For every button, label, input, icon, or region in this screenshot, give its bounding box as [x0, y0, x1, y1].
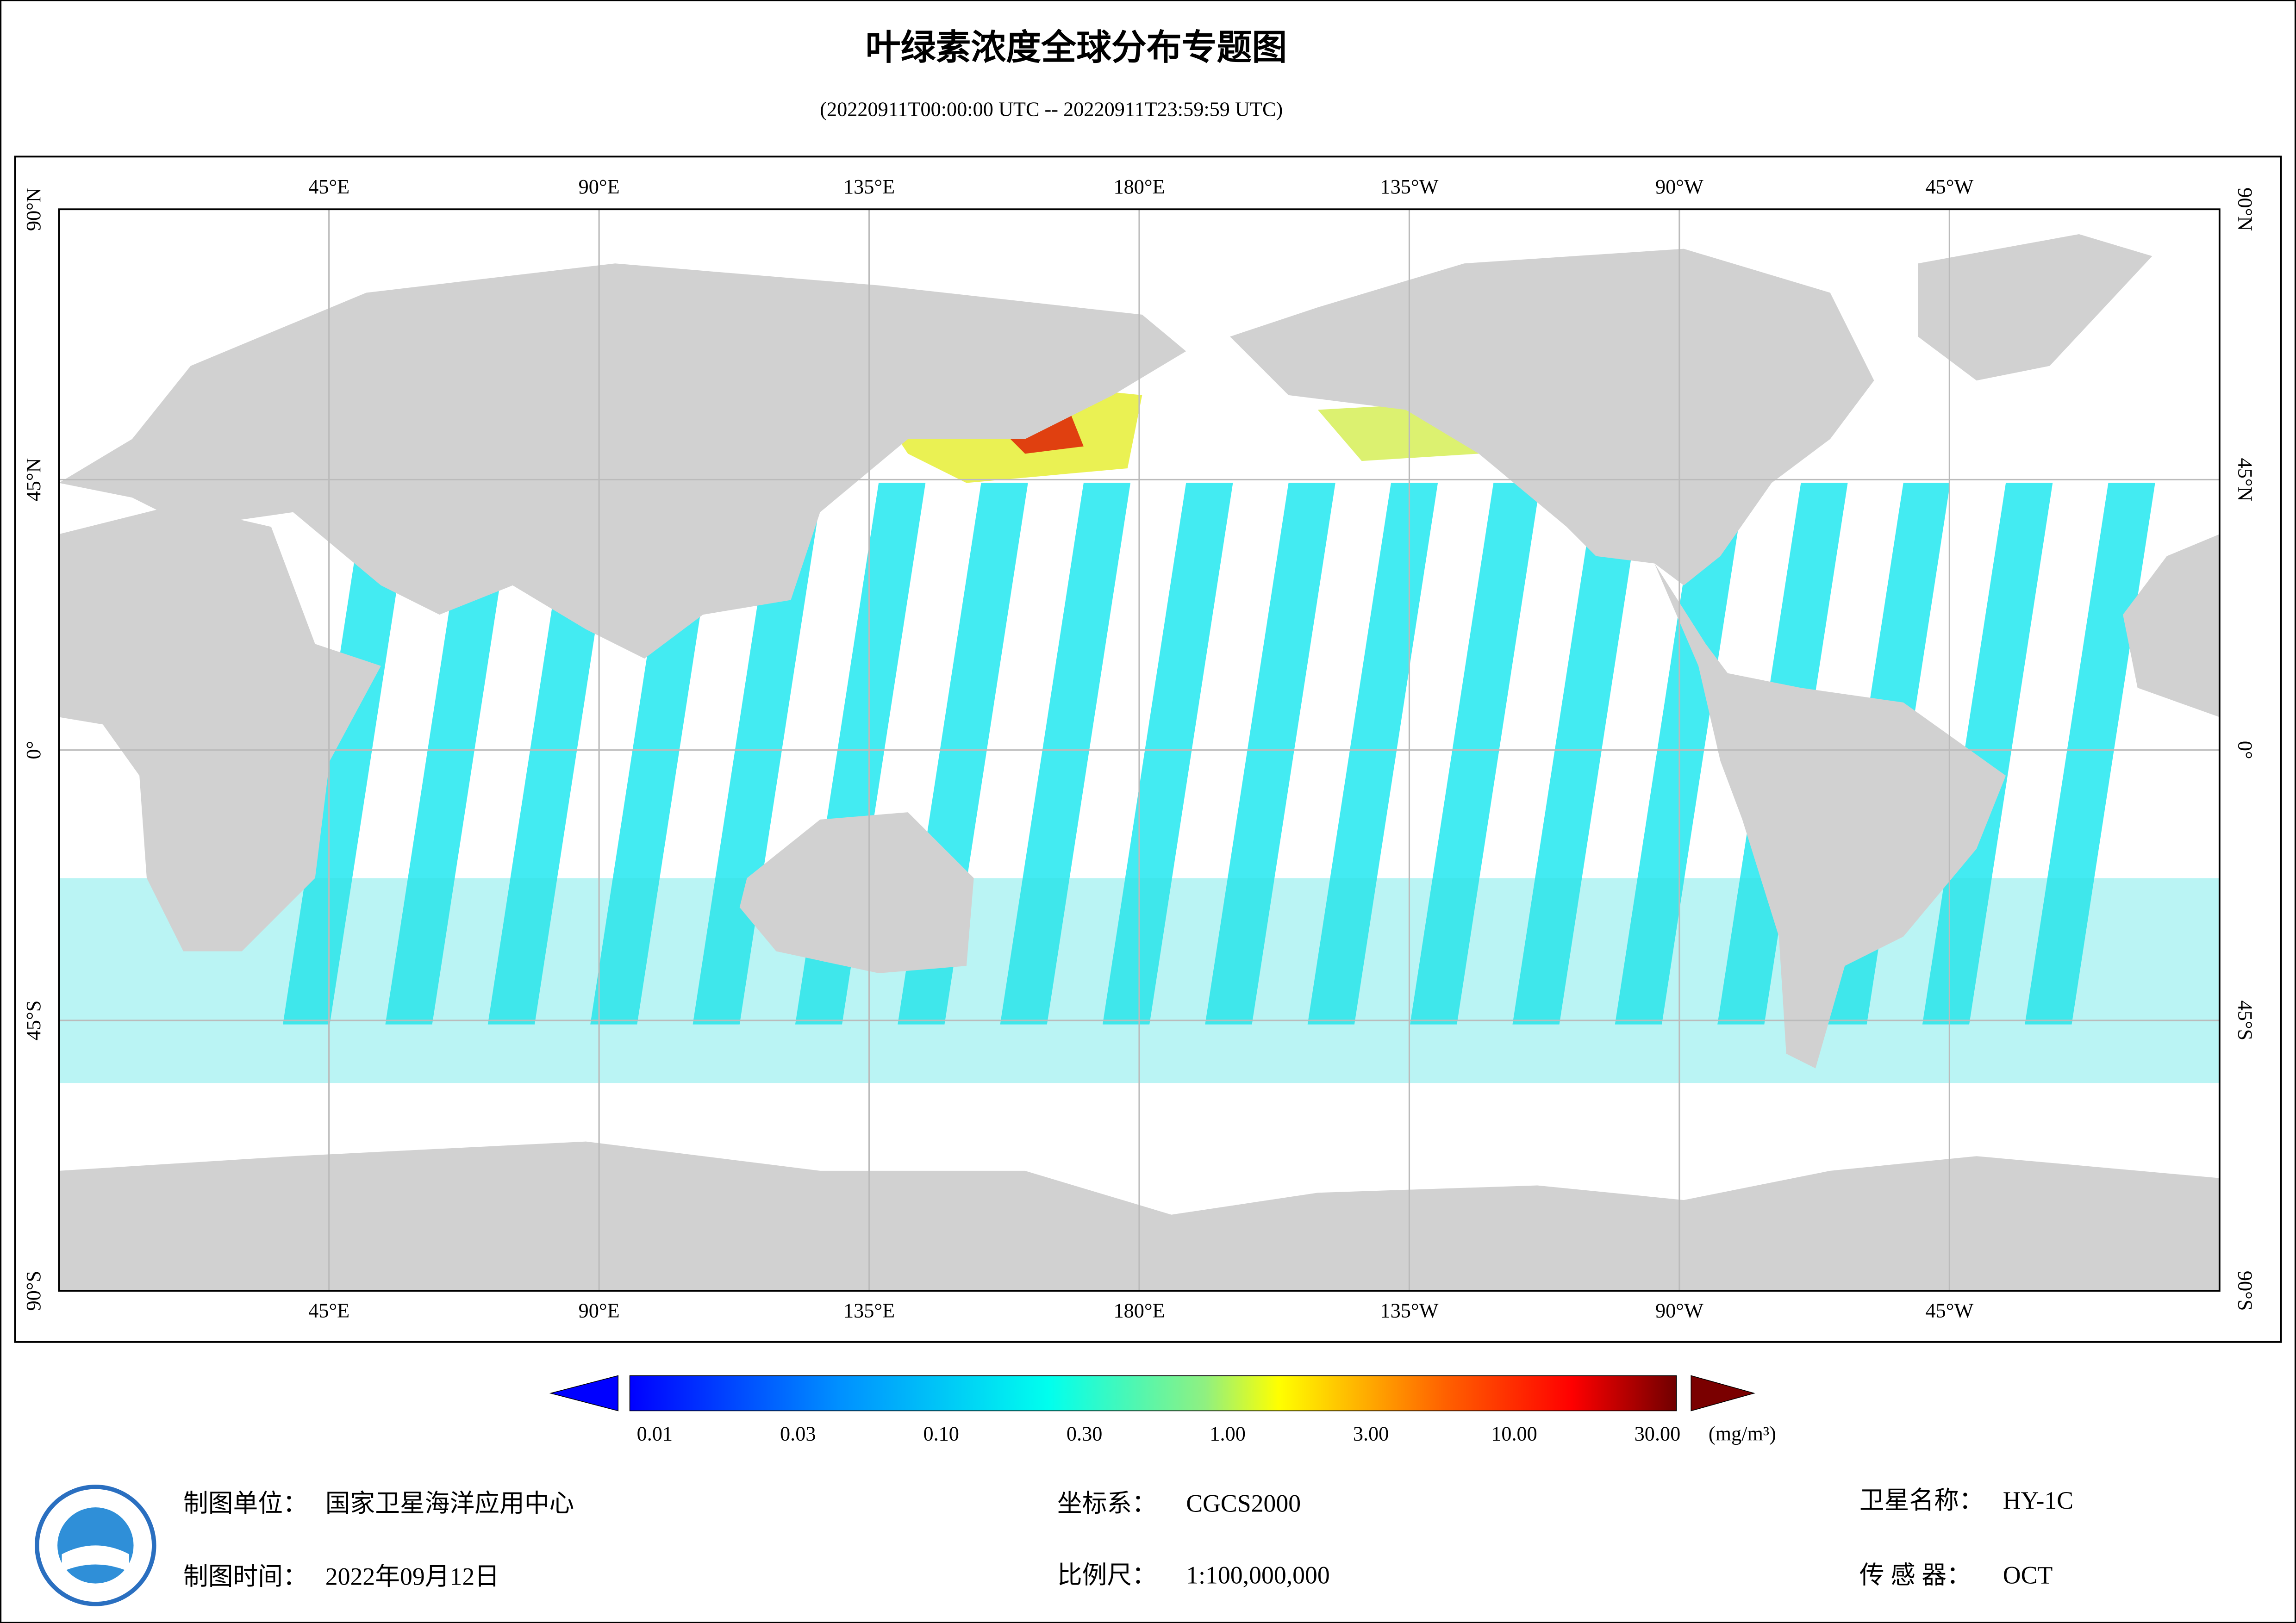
lon-label-bottom: 45°E [308, 1300, 349, 1322]
swath [1102, 483, 1233, 1025]
lat-label-right: 45°S [2234, 1001, 2256, 1041]
colorbar-tick-label: 30.00 [1635, 1422, 1681, 1445]
agency: 国家卫星海洋应用中心 [325, 1489, 574, 1517]
land-africa [59, 504, 381, 951]
satellite-label: 卫星名称： [1859, 1486, 1984, 1514]
agency-label: 制图单位： [183, 1489, 308, 1517]
map [58, 208, 2221, 1292]
map-border [58, 208, 2221, 1292]
swath [1922, 483, 2053, 1025]
crs-label: 坐标系： [1057, 1489, 1157, 1517]
colorbar-tick-label: 0.03 [780, 1422, 816, 1445]
sensor-label: 传 感 器： [1859, 1561, 1972, 1589]
lon-label-top: 45°W [1925, 175, 1973, 198]
swath [1000, 483, 1131, 1025]
land-eurasia [59, 263, 1186, 659]
lat-label-left: 90°N [22, 187, 45, 231]
date: 2022年09月12日 [325, 1562, 499, 1590]
lon-label-bottom: 180°E [1113, 1300, 1165, 1322]
colorbar-tick-label: 10.00 [1491, 1422, 1537, 1445]
subtitle: (20220911T00:00:00 UTC -- 20220911T23:59… [820, 98, 1283, 120]
lat-label-right: 45°N [2234, 458, 2256, 501]
lat-label-right: 90°S [2234, 1271, 2256, 1311]
swath [2025, 483, 2155, 1025]
date-label: 制图时间： [183, 1562, 308, 1590]
scale-label: 比例尺： [1057, 1561, 1157, 1589]
colorbar-tick-label: 0.01 [637, 1422, 673, 1445]
lon-label-bottom: 90°W [1655, 1300, 1703, 1322]
lat-label-left: 45°S [22, 1001, 45, 1041]
lat-label-left: 0° [22, 741, 45, 759]
lon-label-bottom: 135°E [843, 1300, 895, 1322]
swath [1512, 483, 1643, 1025]
lon-label-bottom: 135°W [1380, 1300, 1439, 1322]
logo-wave [62, 1545, 130, 1572]
colorbar-tick-label: 0.30 [1067, 1422, 1102, 1445]
swath [385, 483, 516, 1025]
lon-label-bottom: 45°W [1925, 1300, 1973, 1322]
colorbar: 0.01 0.03 0.10 0.30 1.00 3.00 10.00 30.00 (mg/m… [549, 1375, 1776, 1445]
lon-label-top: 135°E [843, 175, 895, 198]
lat-label-right: 0° [2234, 741, 2256, 759]
graticule [59, 209, 2220, 1291]
lon-label-bottom: 90°E [579, 1300, 620, 1322]
colorbar-low-arrow [549, 1375, 619, 1412]
lon-label-top: 90°W [1655, 175, 1703, 198]
lon-label-top: 180°E [1113, 175, 1165, 198]
satellite: HY-1C [2003, 1486, 2073, 1514]
land-north-america [1230, 249, 1874, 585]
title: 叶绿素浓度全球分布专题图 [866, 27, 1287, 68]
swath [1205, 483, 1335, 1025]
lat-label-left: 45°N [22, 458, 45, 501]
colorbar-tick-label: 1.00 [1210, 1422, 1245, 1445]
colorbar-high-arrow [1691, 1375, 1756, 1412]
swath [283, 483, 413, 1025]
lon-label-top: 45°E [308, 175, 349, 198]
lon-label-top: 135°W [1380, 175, 1439, 198]
land-west-africa [2123, 534, 2220, 717]
swath [693, 483, 823, 1025]
colorbar-ticks: 0.01 0.03 0.10 0.30 1.00 3.00 10.00 30.00 [637, 1422, 1681, 1445]
lat-label-left: 90°S [22, 1271, 45, 1311]
map-frame [14, 155, 2282, 1343]
lon-label-top: 90°E [579, 175, 620, 198]
colorbar-tick-label: 3.00 [1353, 1422, 1389, 1445]
colorbar-ramp [629, 1375, 1677, 1412]
swath [1410, 483, 1541, 1025]
swath [1307, 483, 1438, 1025]
lat-label-right: 90°N [2234, 187, 2256, 231]
land-south-america [1654, 563, 2006, 1069]
sensor: OCT [2003, 1561, 2053, 1589]
colorbar-unit: (mg/m³) [1709, 1422, 1776, 1445]
colorbar-tick-label: 0.10 [923, 1422, 959, 1445]
scale: 1:100,000,000 [1186, 1561, 1330, 1589]
land-greenland [1918, 234, 2152, 381]
crs: CGCS2000 [1186, 1489, 1301, 1517]
land-australia [739, 812, 974, 973]
logo [35, 1485, 156, 1606]
